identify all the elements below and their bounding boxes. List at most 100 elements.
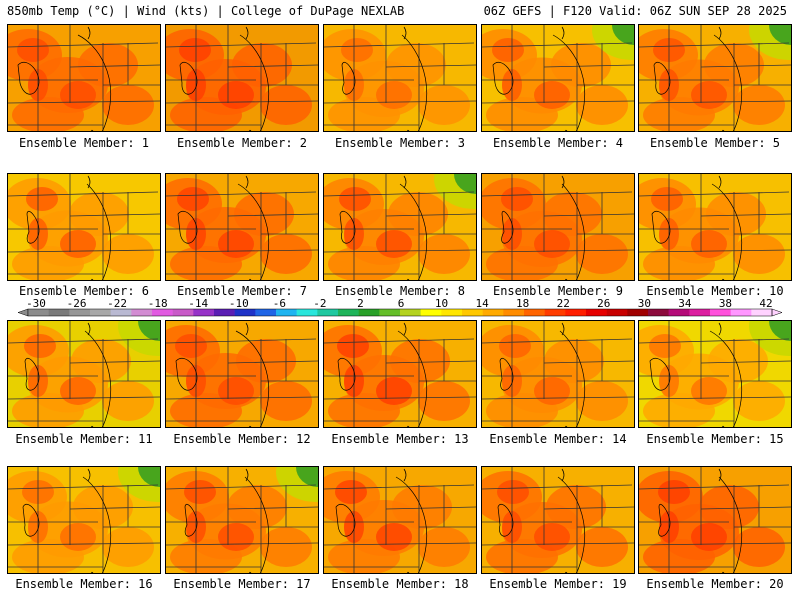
ensemble-member-map <box>7 173 161 281</box>
ensemble-member-caption: Ensemble Member: 18 <box>331 577 469 591</box>
colorbar-swatch <box>751 309 773 316</box>
temperature-map <box>324 467 476 573</box>
ensemble-member-map <box>638 24 792 132</box>
colorbar-swatch <box>648 309 669 316</box>
temperature-map <box>639 467 791 573</box>
colorbar-swatch <box>565 309 587 316</box>
colorbar-swatch <box>172 309 194 316</box>
colorbar-tick-label: 26 <box>597 297 610 310</box>
ensemble-member-caption: Ensemble Member: 17 <box>173 577 311 591</box>
ensemble-member-caption: Ensemble Member: 5 <box>649 136 781 150</box>
colorbar-swatch <box>358 309 380 316</box>
ensemble-member-caption: Ensemble Member: 7 <box>176 284 308 298</box>
temperature-color-legend: -30 -26 -22 -18 -14 -10 -6 -2 2 6 10 14 18 22 26 30 34 38… <box>17 297 783 317</box>
colorbar-swatch <box>90 309 111 316</box>
colorbar-swatch <box>152 309 173 316</box>
colorbar-tick-label: 42 <box>759 297 772 310</box>
ensemble-member-map <box>165 173 319 281</box>
colorbar-swatch <box>317 309 339 316</box>
temperature-map <box>8 321 160 427</box>
colorbar-swatch <box>338 309 359 316</box>
ensemble-member-map <box>323 320 477 428</box>
colorbar-swatch <box>400 309 421 316</box>
ensemble-member-map <box>481 320 635 428</box>
colorbar-tick-label: -10 <box>229 297 249 310</box>
colorbar-swatch <box>28 309 49 316</box>
colorbar-tick-label: 38 <box>719 297 732 310</box>
ensemble-member-caption: Ensemble Member: 19 <box>489 577 627 591</box>
colorbar-swatch <box>627 309 649 316</box>
colorbar-tick-label: 10 <box>435 297 448 310</box>
colorbar-swatch <box>606 309 628 316</box>
colorbar-max-arrow <box>771 308 783 317</box>
temperature-map <box>324 25 476 131</box>
colorbar-swatch <box>544 309 566 316</box>
ensemble-member-caption: Ensemble Member: 20 <box>646 577 784 591</box>
ensemble-member-map <box>481 173 635 281</box>
colorbar-swatch <box>276 309 297 316</box>
ensemble-member-map <box>165 320 319 428</box>
ensemble-member-map <box>7 24 161 132</box>
colorbar-swatch <box>586 309 607 316</box>
colorbar-swatch <box>296 309 318 316</box>
ensemble-member-map <box>323 24 477 132</box>
colorbar-tick-label: -6 <box>273 297 286 310</box>
colorbar-swatch <box>524 309 545 316</box>
colorbar-swatch <box>441 309 463 316</box>
colorbar-tick-label: -22 <box>107 297 127 310</box>
colorbar-swatch <box>214 309 235 316</box>
ensemble-member-map <box>7 466 161 574</box>
colorbar-tick-label: 6 <box>398 297 405 310</box>
ensemble-member-caption: Ensemble Member: 2 <box>176 136 308 150</box>
temperature-map <box>166 321 318 427</box>
ensemble-member-caption: Ensemble Member: 12 <box>173 432 311 446</box>
temperature-map <box>166 25 318 131</box>
colorbar-tick-label: 18 <box>516 297 529 310</box>
ensemble-member-map <box>481 466 635 574</box>
colorbar-tick-label: 22 <box>557 297 570 310</box>
colorbar-swatch <box>503 309 525 316</box>
temperature-map <box>639 174 791 280</box>
colorbar-swatch <box>69 309 91 316</box>
map-title: 850mb Temp (°C) | Wind (kts) | College o… <box>7 4 405 18</box>
colorbar-tick-label: 14 <box>475 297 489 310</box>
ensemble-member-caption: Ensemble Member: 6 <box>18 284 150 298</box>
ensemble-member-map <box>323 173 477 281</box>
colorbar-tick-label: 30 <box>638 297 651 310</box>
ensemble-member-caption: Ensemble Member: 1 <box>18 136 150 150</box>
model-valid-time: 06Z GEFS | F120 Valid: 06Z SUN SEP 28 20… <box>483 4 787 18</box>
temperature-map <box>8 25 160 131</box>
temperature-map <box>482 174 634 280</box>
ensemble-member-caption: Ensemble Member: 16 <box>15 577 153 591</box>
colorbar-tick-label: 2 <box>357 297 364 310</box>
colorbar-swatch <box>730 309 752 316</box>
temperature-map <box>166 174 318 280</box>
colorbar-swatch <box>193 309 215 316</box>
colorbar-swatch <box>110 309 132 316</box>
ensemble-member-caption: Ensemble Member: 14 <box>489 432 627 446</box>
colorbar-swatch <box>379 309 401 316</box>
colorbar-swatch <box>689 309 711 316</box>
colorbar-tick-label: 34 <box>678 297 692 310</box>
ensemble-member-map <box>323 466 477 574</box>
ensemble-member-map <box>638 466 792 574</box>
ensemble-member-caption: Ensemble Member: 9 <box>492 284 624 298</box>
colorbar-min-arrow <box>17 308 29 317</box>
temperature-map <box>324 321 476 427</box>
colorbar-swatch <box>255 309 277 316</box>
temperature-map <box>482 321 634 427</box>
colorbar-swatch <box>710 309 731 316</box>
ensemble-member-caption: Ensemble Member: 15 <box>646 432 784 446</box>
ensemble-member-map <box>638 173 792 281</box>
temperature-map <box>639 321 791 427</box>
ensemble-member-map <box>481 24 635 132</box>
colorbar-swatch <box>462 309 483 316</box>
ensemble-member-caption: Ensemble Member: 13 <box>331 432 469 446</box>
colorbar-swatch <box>482 309 504 316</box>
colorbar-tick-label: -18 <box>148 297 168 310</box>
ensemble-member-caption: Ensemble Member: 4 <box>492 136 624 150</box>
ensemble-member-caption: Ensemble Member: 11 <box>15 432 153 446</box>
colorbar-swatch <box>131 309 153 316</box>
temperature-map <box>166 467 318 573</box>
ensemble-member-map <box>165 466 319 574</box>
